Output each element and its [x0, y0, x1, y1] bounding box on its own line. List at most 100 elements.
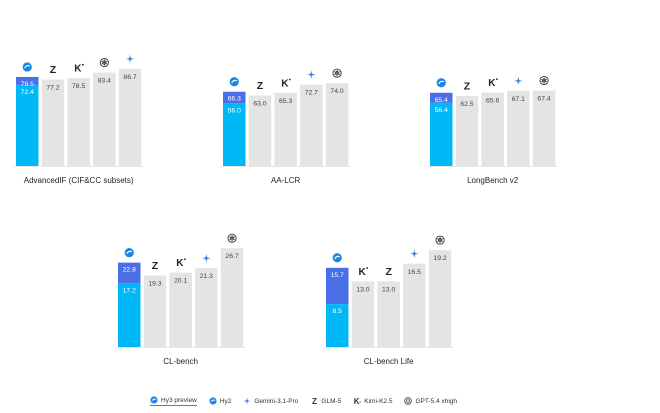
bar-value-label: 74.0 — [330, 88, 343, 95]
chart-panel: 66.3 56.0 63.0 Z 65.3 K 72.7 74.0 AA-LCR — [221, 68, 351, 185]
hy-icon — [209, 397, 217, 405]
bar-gpt — [428, 250, 452, 347]
svg-text:Z: Z — [464, 81, 471, 93]
chart-title: CL-bench Life — [364, 357, 414, 366]
bar-value-label: 13.0 — [382, 286, 395, 293]
legend-item-hy2[interactable]: Hy2 — [209, 397, 231, 405]
bar-value-label: 67.1 — [512, 96, 525, 103]
kimi-icon: K — [281, 78, 291, 89]
bar-hy2 — [223, 103, 246, 166]
hy-icon — [332, 253, 342, 263]
bar-hy2 — [430, 102, 453, 166]
legend-item-gemini[interactable]: Gemini-3.1-Pro — [243, 397, 298, 405]
bar-value-label: 86.7 — [123, 74, 136, 81]
bar-hy3-gain — [326, 267, 349, 305]
bar-gpt — [220, 248, 244, 347]
bar-value-label: 8.5 — [333, 308, 343, 315]
bar-hy3-gain — [223, 91, 246, 104]
chart-panel: 22.8 17.2 19.3 Z 20.1 K 21.3 26.7 CL-bench — [116, 233, 246, 366]
hy-icon — [124, 248, 134, 258]
svg-text:Z: Z — [152, 260, 159, 272]
svg-text:Z: Z — [50, 64, 57, 76]
legend-item-gpt[interactable]: GPT-5.4 xhigh — [404, 397, 457, 405]
bar-glm — [455, 96, 479, 166]
hy-icon — [229, 77, 239, 87]
bar-value-label: 67.4 — [537, 96, 550, 103]
bar-gemini — [300, 84, 323, 166]
legend-label: Kimi-K2.5 — [364, 397, 393, 405]
legend-label: Hy3 preview — [161, 396, 197, 404]
chart-title: AA-LCR — [271, 176, 301, 185]
chart-panel: 15.7 8.5 13.0 K 13.0 Z 16.5 19.2 CL-bench Life — [324, 235, 454, 366]
bar-value-label: 19.2 — [433, 255, 446, 262]
bar-hy2 — [118, 283, 141, 347]
chart-title: CL-bench — [163, 357, 198, 366]
bar-value-label: 83.4 — [98, 78, 111, 85]
bar-value-label: 78.5 — [72, 83, 85, 90]
bar-value-label: 22.8 — [123, 267, 136, 274]
bar-glm — [377, 281, 400, 347]
gpt-icon — [99, 58, 109, 68]
bar-value-label: 62.5 — [460, 101, 473, 108]
svg-text:K: K — [176, 258, 184, 269]
bar-value-label: 63.0 — [253, 100, 266, 107]
gemini-icon — [125, 54, 135, 64]
bar-glm — [41, 79, 65, 166]
hy-icon — [436, 78, 446, 88]
bar-hy3-gain — [16, 76, 39, 85]
bar-hy3-gain — [118, 262, 141, 284]
bar-value-label: 66.3 — [228, 96, 241, 103]
legend-item-glm[interactable]: Z GLM-5 — [310, 396, 342, 406]
glm-icon: Z — [311, 396, 317, 406]
kimi-icon: K • — [353, 396, 361, 406]
legend-item-hy3-preview[interactable]: Hy3 preview — [150, 396, 197, 406]
kimi-icon: K — [74, 64, 84, 75]
bar-kimi — [67, 78, 90, 166]
chart-panel: 65.4 56.4 62.5 Z 65.6 K 67.1 67.4 LongBench v2 — [428, 75, 558, 185]
bar-value-label: 72.4 — [21, 89, 34, 96]
svg-text:K: K — [488, 78, 496, 89]
chart-title: AdvancedIF (CIF&CC subsets) — [24, 176, 134, 185]
bar-value-label: 13.0 — [356, 286, 369, 293]
bar-hy3-gain — [430, 92, 453, 103]
bar-gpt — [93, 72, 116, 166]
bar-gemini — [118, 68, 142, 166]
bar-value-label: 56.4 — [435, 107, 448, 114]
bar-gemini — [195, 268, 218, 347]
bar-value-label: 65.3 — [279, 98, 292, 105]
bar-kimi — [169, 272, 192, 347]
bar-kimi — [274, 92, 297, 166]
bar-value-label: 77.2 — [46, 85, 59, 92]
legend-label: GLM-5 — [321, 397, 342, 405]
bar-value-label: 20.1 — [174, 278, 187, 285]
gemini-icon — [243, 397, 252, 405]
bar-glm — [248, 95, 272, 166]
bar-gpt — [325, 83, 349, 166]
legend-label: Gemini-3.1-Pro — [254, 397, 299, 405]
gpt-icon — [227, 233, 237, 243]
bar-value-label: 26.7 — [225, 253, 238, 260]
bar-kimi — [481, 92, 504, 166]
bar-gemini — [507, 90, 530, 166]
gpt-icon — [435, 235, 445, 245]
glm-icon: Z — [50, 64, 57, 76]
legend-item-kimi[interactable]: K • Kimi-K2.5 — [353, 396, 393, 406]
bar-value-label: 65.4 — [435, 97, 448, 104]
bar-value-label: 79.5 — [21, 81, 34, 88]
gpt-icon — [332, 68, 342, 78]
benchmark-charts: 79.572.4 77.2 Z 78.5 K 83.4 86.7 AdvancedIF (CI… — [14, 54, 558, 366]
hy-icon — [22, 62, 32, 72]
gemini-icon — [409, 249, 419, 259]
glm-icon: Z — [257, 80, 264, 92]
bar-hy2 — [16, 84, 39, 166]
bar-value-label: 15.7 — [331, 272, 344, 279]
bar-value-label: 16.5 — [408, 269, 421, 276]
bar-hy2 — [326, 304, 349, 347]
gpt-icon — [539, 75, 549, 86]
gemini-icon — [513, 76, 523, 86]
glm-icon: Z — [385, 266, 392, 278]
kimi-icon: K — [488, 78, 498, 89]
chart-title: LongBench v2 — [467, 176, 519, 185]
bar-value-label: 19.3 — [148, 281, 161, 288]
bar-value-label: 56.0 — [228, 107, 241, 114]
